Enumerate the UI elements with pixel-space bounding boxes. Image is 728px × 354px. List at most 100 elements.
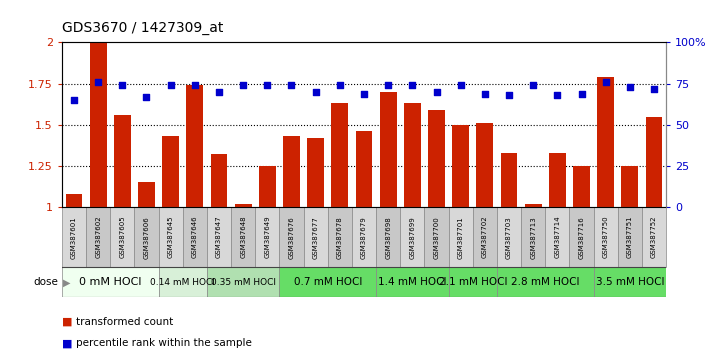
Bar bbox=[618, 207, 642, 267]
Bar bbox=[593, 207, 618, 267]
Bar bbox=[380, 92, 397, 207]
Bar bbox=[497, 207, 521, 267]
Point bbox=[68, 97, 80, 103]
Bar bbox=[376, 207, 400, 267]
Text: GSM387677: GSM387677 bbox=[312, 216, 319, 258]
Bar bbox=[622, 166, 638, 207]
Text: 0.7 mM HOCl: 0.7 mM HOCl bbox=[293, 277, 362, 287]
Bar bbox=[355, 131, 373, 207]
Text: GSM387700: GSM387700 bbox=[433, 216, 440, 258]
Bar bbox=[448, 267, 497, 297]
Bar bbox=[62, 267, 159, 297]
Text: GSM387699: GSM387699 bbox=[409, 216, 416, 258]
Bar bbox=[283, 136, 300, 207]
Text: percentile rank within the sample: percentile rank within the sample bbox=[76, 338, 253, 348]
Bar bbox=[110, 207, 135, 267]
Bar bbox=[207, 267, 280, 297]
Bar bbox=[428, 110, 445, 207]
Point bbox=[189, 82, 201, 88]
Point bbox=[382, 82, 394, 88]
Text: GSM387649: GSM387649 bbox=[264, 216, 270, 258]
Text: 2.1 mM HOCl: 2.1 mM HOCl bbox=[438, 277, 507, 287]
Text: transformed count: transformed count bbox=[76, 317, 174, 327]
Text: ■: ■ bbox=[62, 317, 72, 327]
Point bbox=[600, 79, 612, 85]
Bar bbox=[521, 207, 545, 267]
Bar bbox=[66, 194, 82, 207]
Bar bbox=[497, 267, 593, 297]
Bar bbox=[307, 138, 324, 207]
Text: 0 mM HOCl: 0 mM HOCl bbox=[79, 277, 141, 287]
Bar bbox=[234, 204, 252, 207]
Text: GSM387698: GSM387698 bbox=[385, 216, 391, 258]
Bar bbox=[304, 207, 328, 267]
Bar bbox=[646, 116, 662, 207]
Point bbox=[576, 91, 587, 96]
Point bbox=[406, 82, 418, 88]
Bar bbox=[331, 103, 348, 207]
Text: GSM387752: GSM387752 bbox=[651, 216, 657, 258]
Point bbox=[141, 94, 152, 99]
Bar bbox=[186, 85, 203, 207]
Text: GSM387605: GSM387605 bbox=[119, 216, 125, 258]
Point bbox=[165, 82, 176, 88]
Text: 1.4 mM HOCl: 1.4 mM HOCl bbox=[378, 277, 446, 287]
Bar bbox=[400, 207, 424, 267]
Text: GSM387751: GSM387751 bbox=[627, 216, 633, 258]
Bar bbox=[135, 207, 159, 267]
Bar bbox=[545, 207, 569, 267]
Text: GSM387714: GSM387714 bbox=[554, 216, 561, 258]
Point bbox=[479, 91, 491, 96]
Bar bbox=[525, 204, 542, 207]
Bar bbox=[549, 153, 566, 207]
Bar bbox=[448, 207, 472, 267]
Bar bbox=[501, 153, 518, 207]
Text: dose: dose bbox=[33, 277, 58, 287]
Text: GSM387702: GSM387702 bbox=[482, 216, 488, 258]
Bar bbox=[162, 136, 179, 207]
Bar bbox=[210, 154, 227, 207]
Bar bbox=[404, 103, 421, 207]
Bar bbox=[207, 207, 231, 267]
Bar bbox=[597, 77, 614, 207]
Bar bbox=[90, 42, 106, 207]
Text: ■: ■ bbox=[62, 338, 72, 348]
Text: GSM387750: GSM387750 bbox=[603, 216, 609, 258]
Bar bbox=[573, 166, 590, 207]
Bar bbox=[569, 207, 593, 267]
Bar bbox=[86, 207, 110, 267]
Bar bbox=[231, 207, 256, 267]
Point bbox=[261, 82, 273, 88]
Bar bbox=[593, 267, 666, 297]
Text: GSM387678: GSM387678 bbox=[337, 216, 343, 258]
Text: GSM387606: GSM387606 bbox=[143, 216, 149, 258]
Bar bbox=[472, 207, 497, 267]
Bar bbox=[328, 207, 352, 267]
Text: GDS3670 / 1427309_at: GDS3670 / 1427309_at bbox=[62, 21, 223, 35]
Text: GSM387679: GSM387679 bbox=[361, 216, 367, 258]
Bar bbox=[259, 166, 276, 207]
Point bbox=[358, 91, 370, 96]
Text: GSM387713: GSM387713 bbox=[530, 216, 537, 258]
Text: GSM387601: GSM387601 bbox=[71, 216, 77, 258]
Text: GSM387701: GSM387701 bbox=[458, 216, 464, 258]
Point bbox=[237, 82, 249, 88]
Text: GSM387676: GSM387676 bbox=[288, 216, 295, 258]
Bar bbox=[62, 207, 86, 267]
Bar bbox=[138, 182, 155, 207]
Text: GSM387716: GSM387716 bbox=[579, 216, 585, 258]
Point bbox=[92, 79, 104, 85]
Point bbox=[552, 92, 563, 98]
Point bbox=[455, 82, 467, 88]
Point bbox=[285, 82, 297, 88]
Text: 2.8 mM HOCl: 2.8 mM HOCl bbox=[511, 277, 579, 287]
Bar bbox=[280, 207, 304, 267]
Bar bbox=[159, 207, 183, 267]
Text: GSM387645: GSM387645 bbox=[167, 216, 174, 258]
Bar bbox=[424, 207, 448, 267]
Text: GSM387703: GSM387703 bbox=[506, 216, 512, 258]
Point bbox=[334, 82, 346, 88]
Point bbox=[624, 84, 636, 90]
Text: 0.35 mM HOCl: 0.35 mM HOCl bbox=[210, 278, 276, 287]
Bar bbox=[376, 267, 448, 297]
